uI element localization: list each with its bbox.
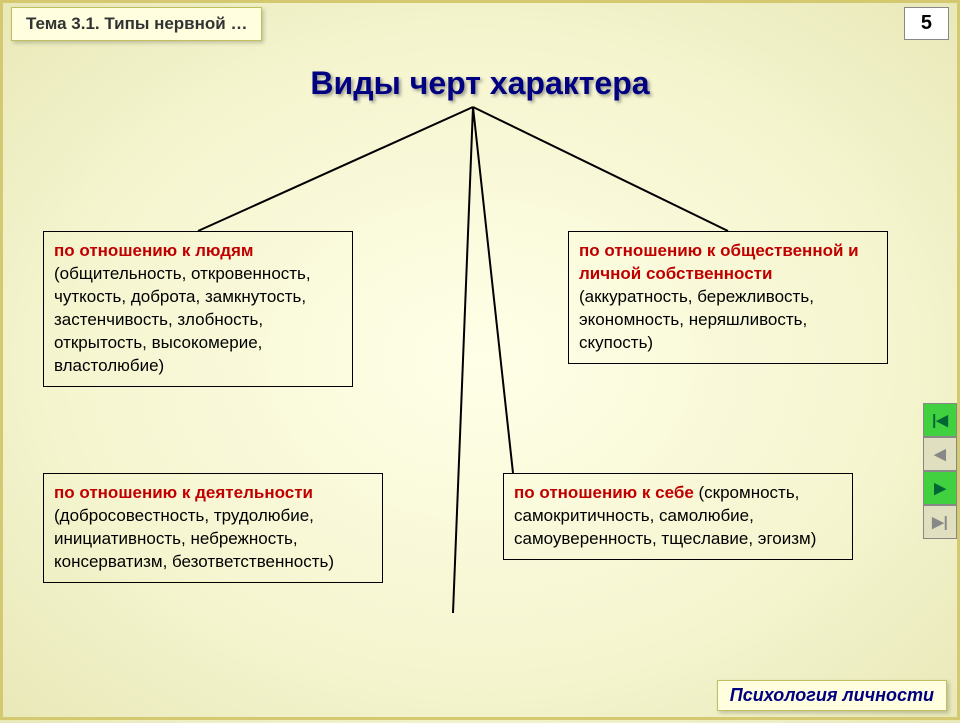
node-top_left: по отношению к людям (общительность, отк… [43,231,353,387]
node-body: (аккуратность, бережливость, экономность… [579,287,814,352]
nav-prev[interactable]: ◀ [923,437,957,471]
node-body: (добросовестность, трудолюбие, инициатив… [54,506,334,571]
footer-label: Психология личности [717,680,947,711]
nav-first[interactable]: |◀ [923,403,957,437]
nav-next[interactable]: ▶ [923,471,957,505]
node-bottom_right: по отношению к себе (скромность, самокри… [503,473,853,560]
page-number: 5 [904,7,949,40]
node-heading: по отношению к деятельности [54,483,313,502]
node-heading: по отношению к себе [514,483,699,502]
nav-last[interactable]: ▶| [923,505,957,539]
main-title: Виды черт характера [3,65,957,102]
node-body: (общительность, откровенность, чуткость,… [54,264,311,375]
node-bottom_left: по отношению к деятельности (добросовест… [43,473,383,583]
node-heading: по отношению к людям [54,241,254,260]
topic-box: Тема 3.1. Типы нервной … [11,7,262,41]
node-top_right: по отношению к общественной и личной соб… [568,231,888,364]
nav-panel: |◀ ◀ ▶ ▶| [923,403,957,539]
node-heading: по отношению к общественной и личной соб… [579,241,859,283]
